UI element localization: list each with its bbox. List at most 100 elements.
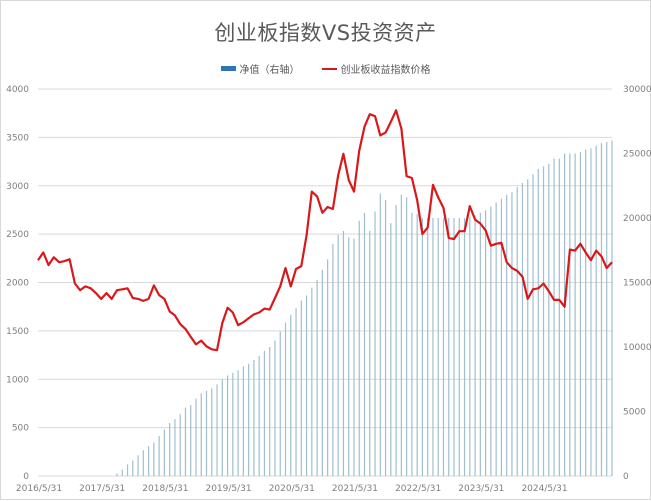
net-value-bar <box>427 218 429 476</box>
left-axis-tick: 0 <box>23 472 29 482</box>
net-value-bar <box>358 220 360 476</box>
left-axis-tick: 4000 <box>6 85 29 95</box>
net-value-bar <box>363 212 366 476</box>
net-value-bar <box>474 215 476 477</box>
net-value-bar <box>421 218 424 476</box>
left-axis-tick: 3000 <box>6 182 29 192</box>
left-axis-tick: 2500 <box>6 230 29 240</box>
net-value-bar <box>226 375 229 476</box>
left-axis-tick: 1000 <box>6 375 29 385</box>
net-value-bar <box>221 379 223 476</box>
net-value-bar <box>485 210 487 476</box>
right-axis-tick: 0 <box>623 472 629 482</box>
net-value-bar <box>353 238 355 476</box>
net-value-bar <box>305 295 308 476</box>
x-axis-tick: 2023/5/31 <box>458 484 504 494</box>
net-value-bar <box>321 269 323 476</box>
right-axis-tick: 10000 <box>623 343 651 353</box>
net-value-bar <box>142 450 144 476</box>
net-value-bar <box>158 436 160 476</box>
net-value-bar <box>490 206 492 476</box>
legend-item-chinext-index[interactable]: 创业板收益指数价格 <box>321 61 431 76</box>
net-value-bar <box>495 202 497 476</box>
net-value-bar <box>211 388 213 476</box>
net-value-bar <box>395 205 397 476</box>
net-value-bar <box>585 149 587 476</box>
net-value-bar <box>332 243 334 476</box>
net-value-bar <box>448 218 450 476</box>
net-value-bar <box>379 193 381 477</box>
net-value-bar <box>500 198 503 476</box>
net-value-bar <box>432 218 434 476</box>
net-value-bar <box>300 300 302 476</box>
net-value-bar <box>527 179 529 477</box>
net-value-bar <box>190 405 192 476</box>
legend-item-net-value[interactable]: 净值（右轴） <box>220 61 300 76</box>
legend-label-chinext-index: 创业板收益指数价格 <box>340 65 431 76</box>
net-value-bar <box>516 187 518 477</box>
net-value-bar <box>542 166 545 476</box>
net-value-bar <box>253 359 255 476</box>
chart-legend: 净值（右轴） 创业板收益指数价格 <box>1 61 650 76</box>
net-value-bar <box>469 216 471 476</box>
net-value-bar <box>258 356 260 476</box>
left-axis-tick: 1500 <box>6 327 29 337</box>
net-value-bar <box>590 148 592 476</box>
net-value-bar <box>205 390 208 476</box>
right-axis-tick: 5000 <box>623 408 646 418</box>
net-value-bar <box>126 464 129 476</box>
net-value-bar <box>390 223 392 476</box>
left-axis-tick: 500 <box>12 424 29 434</box>
net-value-bar <box>569 153 571 476</box>
net-value-bar <box>263 350 266 476</box>
net-value-bar <box>411 212 413 476</box>
net-value-bar <box>442 218 445 476</box>
net-value-bar <box>595 145 597 476</box>
net-value-bar <box>174 419 176 476</box>
net-value-bar <box>406 197 408 477</box>
net-value-bar <box>606 141 608 476</box>
left-axis-tick: 3500 <box>6 133 29 143</box>
net-value-bar <box>169 423 171 476</box>
net-value-bar <box>611 140 613 476</box>
net-value-bar <box>269 347 271 476</box>
net-value-bar <box>348 237 350 476</box>
net-value-bar <box>416 214 418 476</box>
net-value-bar <box>374 211 376 477</box>
left-axis-tick: 2000 <box>6 279 29 289</box>
net-value-bar <box>548 163 550 476</box>
legend-label-net-value: 净值（右轴） <box>239 65 300 76</box>
net-value-bar <box>532 174 534 476</box>
net-value-bar <box>327 259 329 476</box>
net-value-bar <box>147 446 150 476</box>
x-axis-tick: 2022/5/31 <box>395 484 441 494</box>
x-axis-tick: 2024/5/31 <box>521 484 567 494</box>
legend-swatch-line-icon <box>321 67 337 70</box>
chinext-index-line <box>37 109 613 352</box>
net-value-bar <box>116 473 118 476</box>
net-value-bar <box>279 331 281 476</box>
x-axis-tick: 2017/5/31 <box>79 484 125 494</box>
legend-swatch-bar-icon <box>220 66 236 71</box>
net-value-bar <box>574 153 576 476</box>
net-value-bar <box>132 460 134 476</box>
net-value-bar <box>284 322 287 476</box>
net-value-bar <box>458 218 460 476</box>
net-value-bar <box>600 143 603 476</box>
net-value-bar <box>163 429 165 476</box>
net-value-bar <box>384 199 387 476</box>
net-value-bar <box>195 398 197 476</box>
net-value-bar <box>200 393 202 476</box>
net-value-bar <box>463 218 466 476</box>
net-value-bar <box>537 168 539 477</box>
net-value-bar <box>137 455 139 476</box>
net-value-bar <box>511 192 513 476</box>
net-value-bar <box>232 372 234 476</box>
x-axis-tick: 2016/5/31 <box>16 484 62 494</box>
net-value-bar <box>121 469 123 476</box>
net-value-bar <box>453 218 455 476</box>
net-value-bar <box>579 152 582 476</box>
net-value-bar <box>437 218 439 476</box>
